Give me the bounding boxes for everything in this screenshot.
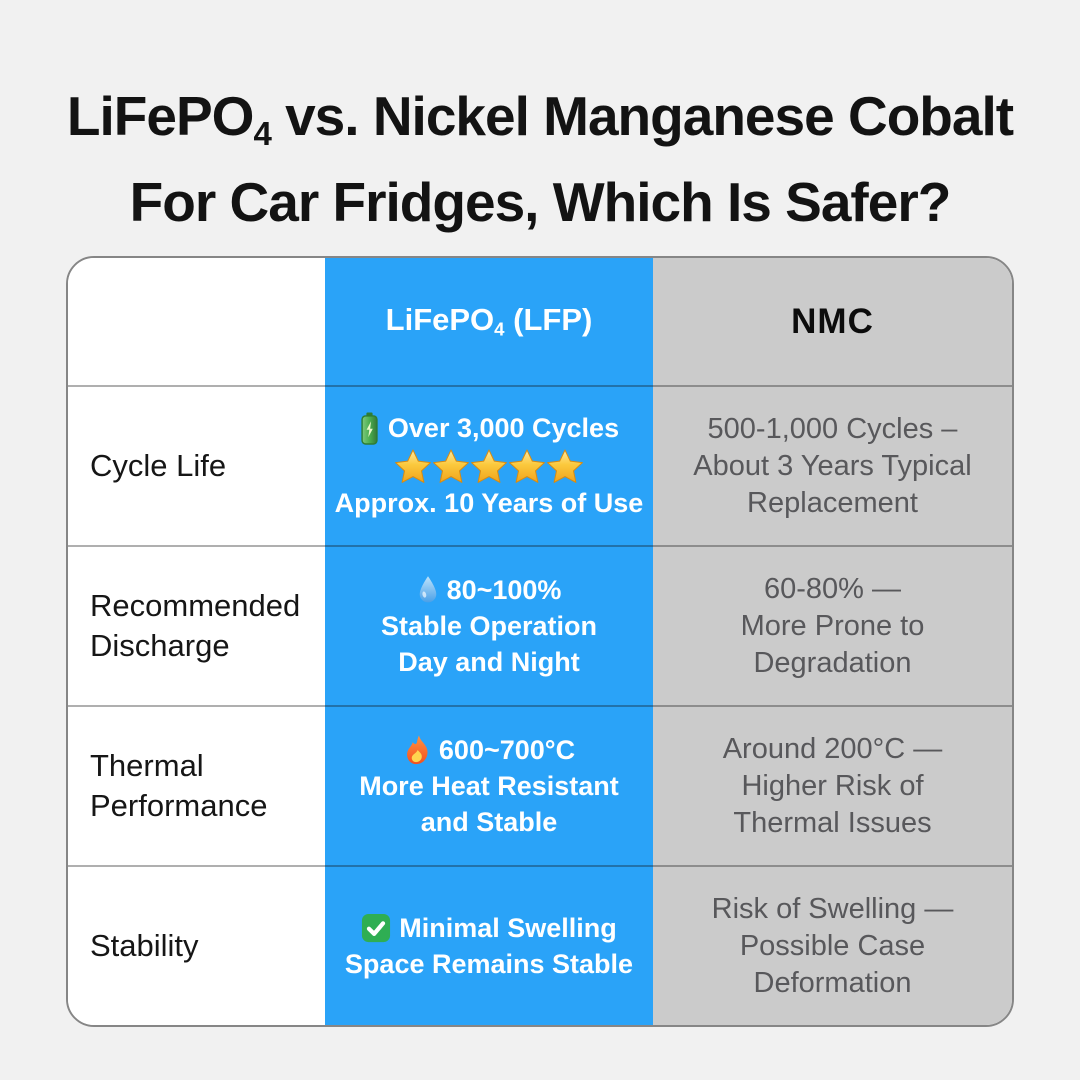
lfp-line: Stable Operation	[380, 610, 598, 641]
nmc-cell-stability: Risk of Swelling — Possible Case Deforma…	[653, 865, 1012, 1025]
lfp-line: Minimal Swelling	[361, 912, 617, 945]
title-line-2: For Car Fridges, Which Is Safer?	[129, 170, 952, 233]
page-title: LiFePO4 vs. Nickel Manganese Cobalt For …	[0, 82, 1080, 236]
nmc-cell-cycle-life: 500-1,000 Cycles – About 3 Years Typical…	[653, 385, 1012, 545]
droplet-icon	[419, 576, 436, 603]
check-icon	[362, 913, 391, 943]
row-label-recommended-discharge: Recommended Discharge	[68, 545, 325, 705]
lfp-cell-stability: Minimal Swelling Space Remains Stable	[325, 865, 653, 1025]
fire-icon	[406, 735, 428, 765]
star-icon	[547, 449, 583, 483]
comparison-table: LiFePO4 (LFP) NMC Cycle Life	[66, 256, 1014, 1027]
star-rating	[395, 448, 583, 484]
lfp-line: Over 3,000 Cycles	[359, 412, 619, 445]
lfp-line: 80~100%	[417, 574, 561, 607]
lfp-cell-thermal-performance: 600~700°C More Heat Resistant and Stable	[325, 705, 653, 865]
lfp-cell-recommended-discharge: 80~100% Stable Operation Day and Night	[325, 545, 653, 705]
header-cell-nmc: NMC	[653, 258, 1012, 385]
lfp-line: 600~700°C	[403, 734, 575, 767]
subscript-4: 4	[253, 114, 271, 152]
star-icon	[395, 449, 431, 483]
battery-icon	[361, 412, 378, 445]
lfp-line: and Stable	[420, 806, 558, 837]
lfp-cell-cycle-life: Over 3,000 Cycles	[325, 385, 653, 545]
nmc-column-title: NMC	[791, 301, 874, 341]
header-cell-empty	[68, 258, 325, 385]
star-icon	[509, 449, 545, 483]
star-icon	[433, 449, 469, 483]
lfp-column-title: LiFePO4 (LFP)	[385, 302, 593, 340]
star-icon	[471, 449, 507, 483]
lfp-line: Approx. 10 Years of Use	[334, 488, 644, 518]
row-label-thermal-performance: Thermal Performance	[68, 705, 325, 865]
nmc-cell-recommended-discharge: 60-80% — More Prone to Degradation	[653, 545, 1012, 705]
lfp-line: Day and Night	[398, 646, 580, 677]
header-cell-lfp: LiFePO4 (LFP)	[325, 258, 653, 385]
subscript-4: 4	[494, 318, 505, 340]
title-line-1: LiFePO4 vs. Nickel Manganese Cobalt	[66, 85, 1014, 152]
nmc-cell-thermal-performance: Around 200°C — Higher Risk of Thermal Is…	[653, 705, 1012, 865]
lfp-line: Space Remains Stable	[344, 948, 634, 979]
row-label-cycle-life: Cycle Life	[68, 385, 325, 545]
lfp-line: More Heat Resistant	[359, 770, 619, 801]
row-label-stability: Stability	[68, 865, 325, 1025]
